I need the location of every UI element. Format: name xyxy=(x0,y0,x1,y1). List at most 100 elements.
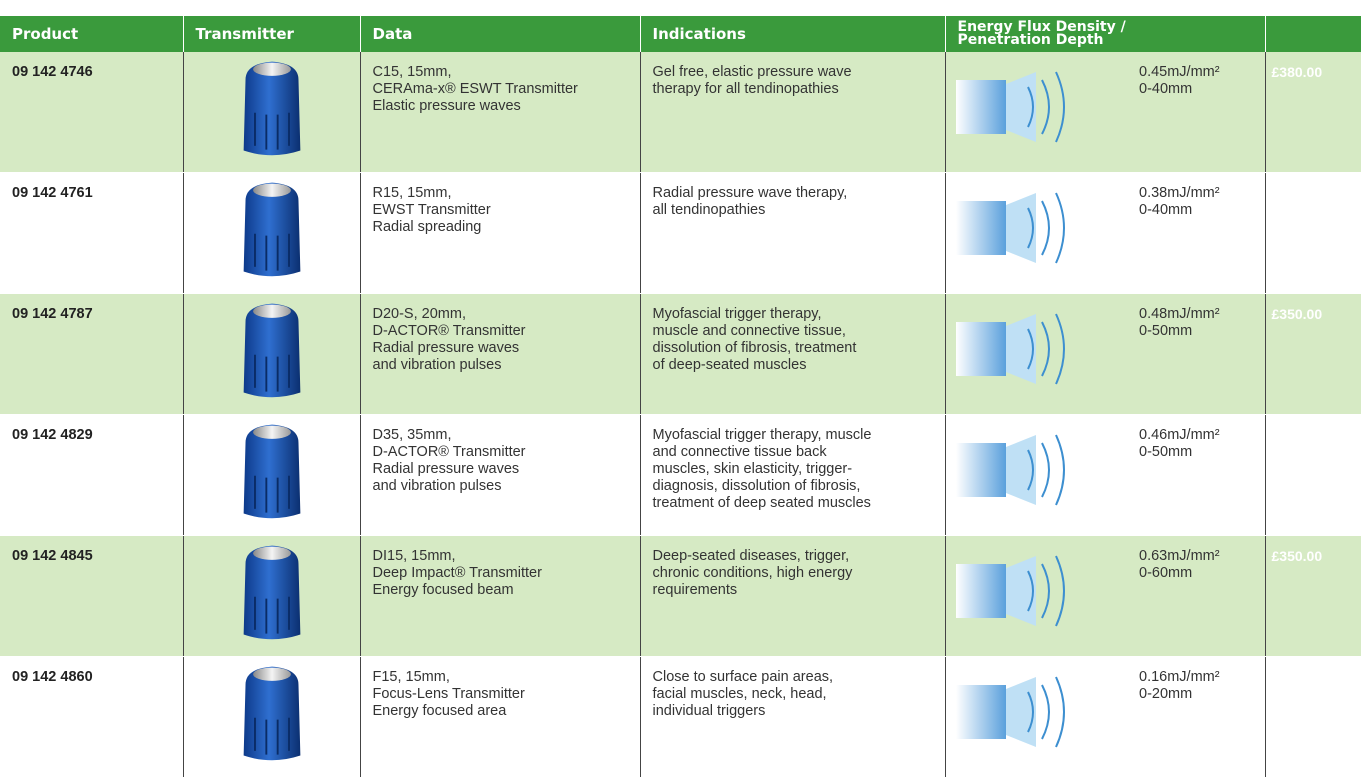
price-cell: £350.00 xyxy=(1265,535,1361,657)
flux-cell: 0.38mJ/mm² 0-40mm xyxy=(1135,172,1266,294)
column-header xyxy=(1265,16,1361,52)
data-line: Focus-Lens Transmitter xyxy=(372,686,525,702)
indications-line: chronic conditions, high energy xyxy=(652,565,853,581)
indications-line: all tendinopathies xyxy=(652,202,766,218)
flux-cell: 0.63mJ/mm² 0-60mm xyxy=(1135,535,1266,657)
header-row: Product Transmitter Data Indications Energy … xyxy=(0,16,1361,52)
price-cell: £380.00 xyxy=(1265,52,1361,173)
wave-cell xyxy=(945,656,1135,778)
wave-cell xyxy=(945,535,1135,657)
price: £350.00 xyxy=(1271,306,1323,322)
data-cell: R15, 15mm, EWST Transmitter Radial spreadi… xyxy=(360,172,641,294)
energy-flux: 0.48mJ/mm² xyxy=(1139,306,1220,322)
flux-cell: 0.16mJ/mm² 0-20mm xyxy=(1135,656,1266,778)
data-line: DI15, 15mm, xyxy=(372,548,456,564)
energy-flux: 0.63mJ/mm² xyxy=(1139,548,1220,564)
product-row: 09 142 4746 C15, 15mm, CERAma-x® ESWT Tran… xyxy=(0,52,1361,173)
indications-cell: Radial pressure wave therapy, all tendino… xyxy=(640,172,946,294)
transmitter-image xyxy=(242,302,301,399)
data-line: EWST Transmitter xyxy=(372,202,491,218)
penetration-diagram xyxy=(954,676,1065,748)
price-cell: £350.00 xyxy=(1265,293,1361,415)
indications-cell: Gel free, elastic pressure wave therapy f… xyxy=(640,52,946,173)
transmitter-image xyxy=(242,665,301,762)
transmitter-cell xyxy=(183,656,361,778)
data-line: Radial spreading xyxy=(372,219,482,235)
price: £350.00 xyxy=(1271,548,1323,564)
data-line: and vibration pulses xyxy=(372,357,502,373)
energy-flux: 0.16mJ/mm² xyxy=(1139,669,1220,685)
indications-line: and connective tissue back xyxy=(652,444,827,460)
transmitter-cell xyxy=(183,535,361,657)
data-line: R15, 15mm, xyxy=(372,185,452,201)
column-header: Energy Flux Density / Penetration Depth xyxy=(945,16,1266,52)
data-line: Deep Impact® Transmitter xyxy=(372,565,542,581)
transmitter-cell xyxy=(183,172,361,294)
wave-cell xyxy=(945,52,1135,173)
indications-line: of deep-seated muscles xyxy=(652,357,807,373)
indications-line: dissolution of fibrosis, treatment xyxy=(652,340,857,356)
column-header: Product xyxy=(0,16,184,52)
energy-flux: 0.46mJ/mm² xyxy=(1139,427,1220,443)
column-header: Transmitter xyxy=(183,16,361,52)
data-cell: F15, 15mm, Focus-Lens Transmitter Energy f… xyxy=(360,656,641,778)
transmitter-image xyxy=(242,60,301,157)
product-row: 09 142 4860 F15, 15mm, Focus-Lens Transmit… xyxy=(0,656,1361,778)
indications-cell: Close to surface pain areas, facial muscl… xyxy=(640,656,946,778)
penetration-diagram xyxy=(954,434,1065,506)
column-header: Indications xyxy=(640,16,946,52)
energy-flux: 0.38mJ/mm² xyxy=(1139,185,1220,201)
flux-cell: 0.45mJ/mm² 0-40mm xyxy=(1135,52,1266,173)
penetration-diagram xyxy=(954,313,1065,385)
indications-line: Myofascial trigger therapy, muscle xyxy=(652,427,872,443)
indications-line: facial muscles, neck, head, xyxy=(652,686,827,702)
product-code: 09 142 4845 xyxy=(0,535,184,657)
data-line: Energy focused beam xyxy=(372,582,514,598)
data-cell: C15, 15mm, CERAma-x® ESWT Transmitter Elas… xyxy=(360,52,641,173)
indications-line: muscle and connective tissue, xyxy=(652,323,846,339)
penetration-depth: 0-40mm xyxy=(1139,202,1193,218)
table-wrap: Product Transmitter Data Indications Energy … xyxy=(0,16,1361,778)
price-cell xyxy=(1265,414,1361,536)
data-line: Radial pressure waves xyxy=(372,461,520,477)
indications-cell: Myofascial trigger therapy, muscle and co… xyxy=(640,293,946,415)
penetration-depth: 0-40mm xyxy=(1139,81,1193,97)
transmitter-cell xyxy=(183,52,361,173)
price-cell xyxy=(1265,172,1361,294)
data-line: D-ACTOR® Transmitter xyxy=(372,444,526,460)
column-header-line: Penetration Depth xyxy=(957,32,1104,48)
data-cell: D20-S, 20mm, D-ACTOR® Transmitter Radial p… xyxy=(360,293,641,415)
energy-flux: 0.45mJ/mm² xyxy=(1139,64,1220,80)
transmitter-cell xyxy=(183,414,361,536)
transmitter-cell xyxy=(183,293,361,415)
wave-cell xyxy=(945,293,1135,415)
penetration-depth: 0-20mm xyxy=(1139,686,1193,702)
data-line: D20-S, 20mm, xyxy=(372,306,466,322)
data-line: and vibration pulses xyxy=(372,478,502,494)
data-line: Energy focused area xyxy=(372,703,507,719)
indications-line: treatment of deep seated muscles xyxy=(652,495,871,511)
column-header-line: Energy Flux Density / xyxy=(957,19,1126,35)
indications-line: requirements xyxy=(652,582,738,598)
product-row: 09 142 4761 R15, 15mm, EWST Transmitter Rad… xyxy=(0,172,1361,294)
data-line: D35, 35mm, xyxy=(372,427,452,443)
column-header: Data xyxy=(360,16,641,52)
penetration-diagram xyxy=(954,555,1065,627)
indications-line: Gel free, elastic pressure wave xyxy=(652,64,852,80)
price: £380.00 xyxy=(1271,64,1323,80)
penetration-depth: 0-60mm xyxy=(1139,565,1193,581)
indications-line: Deep-seated diseases, trigger, xyxy=(652,548,850,564)
penetration-depth: 0-50mm xyxy=(1139,444,1193,460)
data-line: Radial pressure waves xyxy=(372,340,520,356)
product-code: 09 142 4829 xyxy=(0,414,184,536)
product-table: Product Transmitter Data Indications Energy … xyxy=(0,16,1361,778)
wave-cell xyxy=(945,414,1135,536)
flux-cell: 0.48mJ/mm² 0-50mm xyxy=(1135,293,1266,415)
indications-line: Radial pressure wave therapy, xyxy=(652,185,848,201)
flux-cell: 0.46mJ/mm² 0-50mm xyxy=(1135,414,1266,536)
product-code: 09 142 4860 xyxy=(0,656,184,778)
indications-cell: Deep-seated diseases, trigger, chronic co… xyxy=(640,535,946,657)
wave-cell xyxy=(945,172,1135,294)
data-line: D-ACTOR® Transmitter xyxy=(372,323,526,339)
